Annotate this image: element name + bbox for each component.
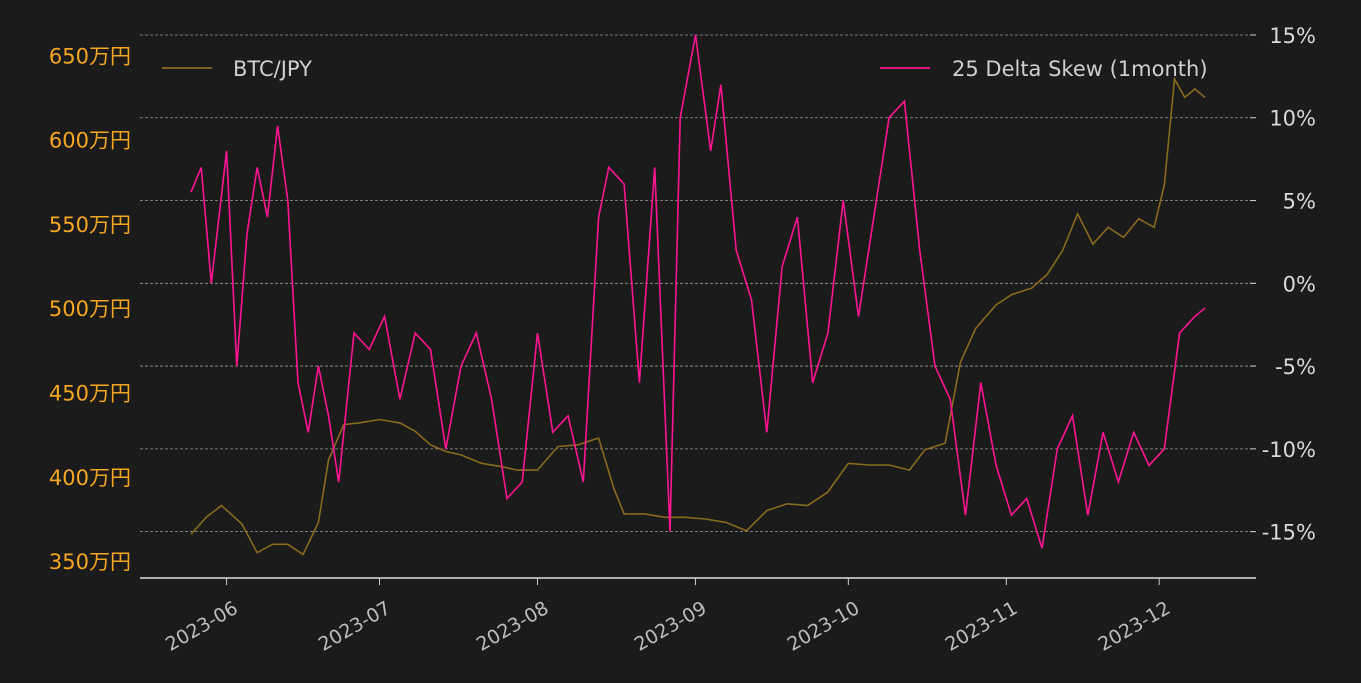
x-tick-label: 2023-06 (162, 597, 242, 656)
left-tick-label: 550万円 (49, 213, 131, 237)
left-tick-label: 350万円 (49, 550, 131, 574)
x-tick-label: 2023-12 (1094, 597, 1174, 656)
left-tick-label: 650万円 (49, 44, 131, 68)
x-tick-label: 2023-07 (315, 597, 395, 656)
right-tick-label: 10% (1269, 107, 1316, 131)
left-tick-label: 600万円 (49, 129, 131, 153)
legend-skew-label: 25 Delta Skew (1month) (952, 57, 1208, 81)
x-tick-label: 2023-08 (473, 597, 553, 656)
right-tick-label: 5% (1283, 190, 1316, 214)
x-tick-label: 2023-10 (784, 597, 864, 656)
left-tick-label: 450万円 (49, 382, 131, 406)
gridlines (140, 34, 1256, 533)
right-tick-label: -5% (1275, 355, 1316, 379)
legend-btc-label: BTC/JPY (233, 57, 312, 81)
right-tick-label: 0% (1283, 272, 1316, 296)
btc-jpy-series-line (190, 76, 1206, 556)
x-axis-ticks: 2023-06 2023-07 2023-08 2023-09 2023-10 2023-… (162, 578, 1174, 656)
right-axis-ticks: -15% -10% -5% 0% 5% 10% 15% (1250, 24, 1316, 545)
left-tick-label: 400万円 (49, 466, 131, 490)
x-tick-label: 2023-11 (942, 597, 1022, 656)
x-tick-label: 2023-09 (631, 597, 711, 656)
skew-series-line (190, 34, 1206, 549)
legend: BTC/JPY 25 Delta Skew (1month) (162, 57, 1208, 81)
right-tick-label: -15% (1262, 521, 1316, 545)
left-axis-ticks: 350万円 400万円 450万円 500万円 550万円 600万円 650万円 (49, 44, 131, 574)
right-tick-label: 15% (1269, 24, 1316, 48)
left-tick-label: 500万円 (49, 297, 131, 321)
right-tick-label: -10% (1262, 438, 1316, 462)
